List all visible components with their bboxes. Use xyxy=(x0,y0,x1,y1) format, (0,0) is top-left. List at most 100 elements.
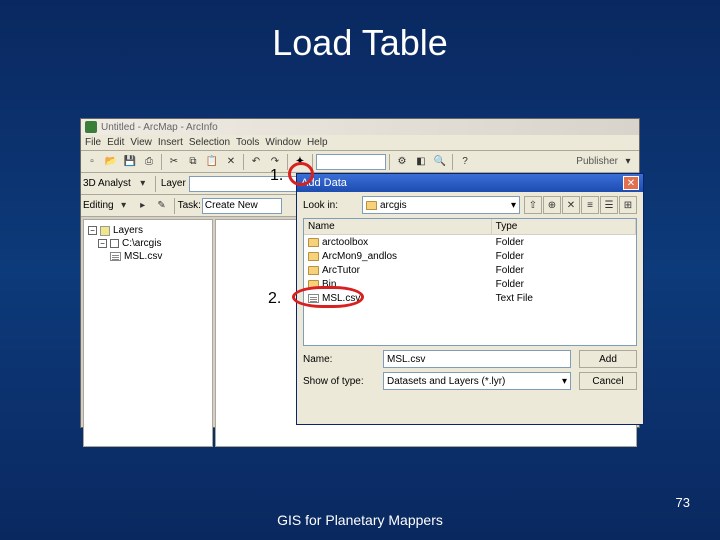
name-label: Name: xyxy=(303,354,379,365)
list-item[interactable]: ArcTutor xyxy=(304,263,492,277)
menubar: File Edit View Insert Selection Tools Wi… xyxy=(81,135,639,151)
file-name: ArcMon9_andlos xyxy=(322,251,397,262)
toc-item-label: MSL.csv xyxy=(124,251,162,262)
toc-group[interactable]: − C:\arcgis xyxy=(88,237,208,250)
file-name: arctoolbox xyxy=(322,237,368,248)
publisher-dropdown-icon[interactable]: ▾ xyxy=(619,153,637,171)
type-label: Show of type: xyxy=(303,376,379,387)
disconnect-icon[interactable]: ✕ xyxy=(562,196,580,214)
app-icon xyxy=(85,121,97,133)
type-combo[interactable]: Datasets and Layers (*.lyr) ▾ xyxy=(383,372,571,390)
whatsthis-icon[interactable]: ? xyxy=(456,153,474,171)
name-input[interactable]: MSL.csv xyxy=(383,350,571,368)
menu-file[interactable]: File xyxy=(85,137,101,148)
toc-item[interactable]: MSL.csv xyxy=(88,250,208,263)
paste-icon[interactable]: 📋 xyxy=(203,153,221,171)
cancel-button[interactable]: Cancel xyxy=(579,372,637,390)
search-icon[interactable]: 🔍 xyxy=(431,153,449,171)
lookin-label: Look in: xyxy=(303,200,358,211)
nav-buttons: ⇧ ⊕ ✕ ≡ ☰ ⊞ xyxy=(524,196,637,214)
open-icon[interactable]: 📂 xyxy=(102,153,120,171)
callout-2-circle xyxy=(292,286,364,308)
sketch-tool-icon[interactable]: ✎ xyxy=(153,197,171,215)
analyst-label: 3D Analyst xyxy=(83,178,131,189)
new-icon[interactable]: ▫ xyxy=(83,153,101,171)
save-icon[interactable]: 💾 xyxy=(121,153,139,171)
menu-window[interactable]: Window xyxy=(265,137,301,148)
add-button[interactable]: Add xyxy=(579,350,637,368)
file-type: Folder xyxy=(492,249,636,263)
print-icon[interactable]: ⎙ xyxy=(140,153,158,171)
scale-input[interactable] xyxy=(316,154,386,170)
tool-icon[interactable]: ⚙ xyxy=(393,153,411,171)
file-icon xyxy=(110,252,121,261)
toolbar-standard: ▫ 📂 💾 ⎙ ✂ ⧉ 📋 ✕ ↶ ↷ ✦ ⚙ ◧ 🔍 ? Publisher … xyxy=(81,151,639,173)
list-icon[interactable]: ≡ xyxy=(581,196,599,214)
chevron-down-icon[interactable]: ▾ xyxy=(511,200,516,211)
separator xyxy=(287,154,288,170)
task-label: Task: xyxy=(178,200,201,211)
separator xyxy=(161,154,162,170)
separator xyxy=(452,154,453,170)
layer-label: Layer xyxy=(161,178,186,189)
menu-edit[interactable]: Edit xyxy=(107,137,124,148)
layers-icon xyxy=(100,226,110,236)
cut-icon[interactable]: ✂ xyxy=(165,153,183,171)
toc-root[interactable]: − Layers xyxy=(88,224,208,237)
separator xyxy=(243,154,244,170)
slide-footer: GIS for Planetary Mappers xyxy=(0,512,720,528)
separator xyxy=(155,176,156,192)
lookin-value: arcgis xyxy=(380,200,407,211)
task-combo[interactable] xyxy=(202,198,282,214)
menu-insert[interactable]: Insert xyxy=(158,137,183,148)
editing-dropdown-icon[interactable]: ▾ xyxy=(115,197,133,215)
col-type-header[interactable]: Type xyxy=(492,219,636,235)
list-item[interactable]: arctoolbox xyxy=(304,235,492,249)
file-list: Name arctoolbox ArcMon9_andlos ArcTutor … xyxy=(303,218,637,346)
folder-icon xyxy=(366,201,377,210)
callout-1-circle xyxy=(288,162,314,186)
up-icon[interactable]: ⇧ xyxy=(524,196,542,214)
connect-icon[interactable]: ⊕ xyxy=(543,196,561,214)
dialog-bottom: Name: MSL.csv Add Show of type: Datasets… xyxy=(297,346,643,398)
checkbox-icon[interactable] xyxy=(110,239,119,248)
menu-tools[interactable]: Tools xyxy=(236,137,259,148)
name-value: MSL.csv xyxy=(387,354,425,365)
thumb-icon[interactable]: ⊞ xyxy=(619,196,637,214)
dialog-titlebar: Add Data ✕ xyxy=(297,174,643,192)
callout-2-label: 2. xyxy=(268,290,281,308)
edit-tool-icon[interactable]: ▸ xyxy=(134,197,152,215)
details-icon[interactable]: ☰ xyxy=(600,196,618,214)
undo-icon[interactable]: ↶ xyxy=(247,153,265,171)
close-button[interactable]: ✕ xyxy=(623,176,639,190)
page-number: 73 xyxy=(676,495,690,510)
file-type: Folder xyxy=(492,235,636,249)
file-type: Text File xyxy=(492,291,636,305)
chevron-down-icon[interactable]: ▾ xyxy=(562,376,567,387)
catalog-icon[interactable]: ◧ xyxy=(412,153,430,171)
callout-1-label: 1. xyxy=(270,167,283,185)
lookin-combo[interactable]: arcgis ▾ xyxy=(362,196,520,214)
lookin-row: Look in: arcgis ▾ ⇧ ⊕ ✕ ≡ ☰ ⊞ xyxy=(297,192,643,218)
analyst-dropdown-icon[interactable]: ▾ xyxy=(134,175,152,193)
toc-layers-label: Layers xyxy=(113,225,143,236)
menu-help[interactable]: Help xyxy=(307,137,328,148)
file-type: Folder xyxy=(492,277,636,291)
menu-selection[interactable]: Selection xyxy=(189,137,230,148)
delete-icon[interactable]: ✕ xyxy=(222,153,240,171)
toc-panel: − Layers − C:\arcgis MSL.csv xyxy=(83,219,213,447)
folder-icon xyxy=(308,238,319,247)
app-title: Untitled - ArcMap - ArcInfo xyxy=(101,122,218,133)
collapse-icon[interactable]: − xyxy=(98,239,107,248)
folder-icon xyxy=(308,266,319,275)
separator xyxy=(174,198,175,214)
list-item[interactable]: ArcMon9_andlos xyxy=(304,249,492,263)
separator xyxy=(389,154,390,170)
publisher-label: Publisher xyxy=(576,156,618,167)
collapse-icon[interactable]: − xyxy=(88,226,97,235)
copy-icon[interactable]: ⧉ xyxy=(184,153,202,171)
menu-view[interactable]: View xyxy=(130,137,152,148)
col-name-header[interactable]: Name xyxy=(304,219,492,235)
app-titlebar: Untitled - ArcMap - ArcInfo xyxy=(81,119,639,135)
file-type: Folder xyxy=(492,263,636,277)
